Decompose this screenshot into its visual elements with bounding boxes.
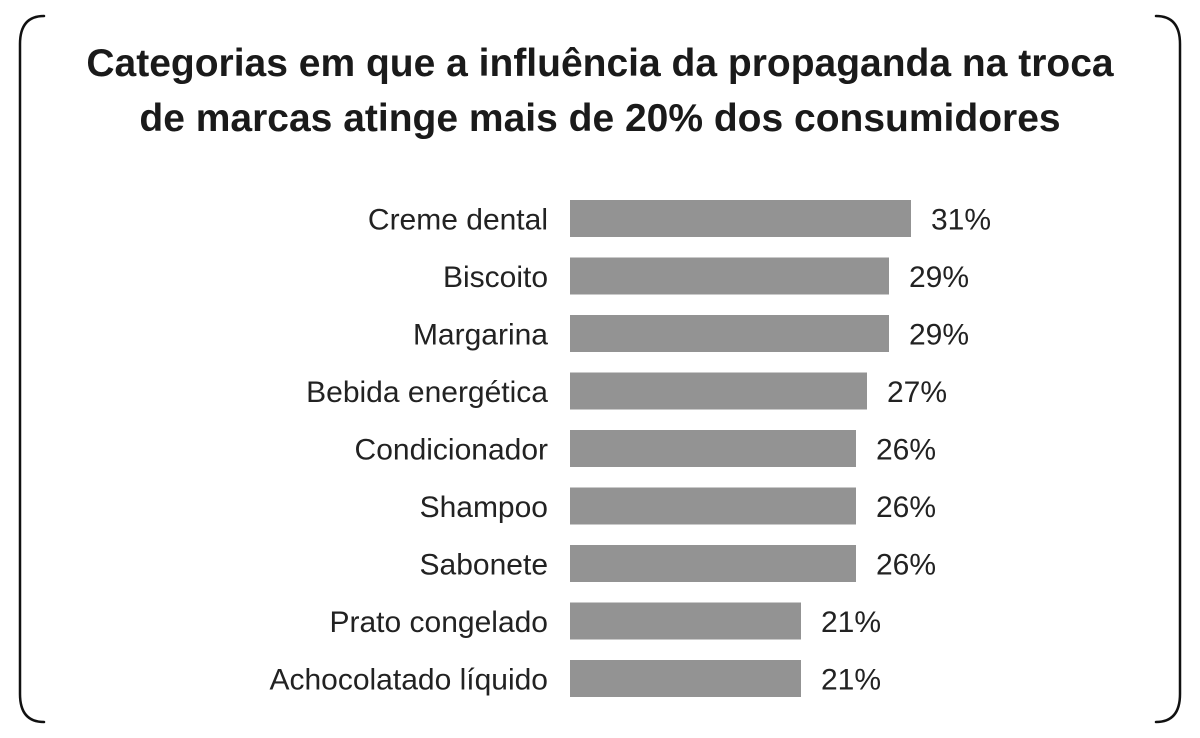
value-label: 27% <box>887 376 947 409</box>
category-label: Margarina <box>413 319 548 352</box>
bar <box>570 545 856 582</box>
bar <box>570 660 801 697</box>
category-label: Bebida energética <box>306 376 548 409</box>
category-label: Biscoito <box>443 261 548 294</box>
bar <box>570 372 867 410</box>
value-label: 29% <box>909 319 969 352</box>
category-label: Prato congelado <box>330 606 549 639</box>
bar <box>570 487 856 525</box>
left-bracket <box>18 14 46 724</box>
bar <box>570 430 856 467</box>
value-label: 26% <box>876 491 936 524</box>
value-label: 31% <box>931 204 991 237</box>
value-label: 21% <box>821 606 881 639</box>
value-label: 21% <box>821 664 881 697</box>
category-label: Sabonete <box>420 549 548 582</box>
bar <box>570 257 889 295</box>
chart-title: Categorias em que a influência da propag… <box>0 36 1200 146</box>
right-bracket <box>1154 14 1182 724</box>
bar <box>570 602 801 640</box>
category-label: Creme dental <box>368 204 548 237</box>
value-label: 26% <box>876 434 936 467</box>
chart-title-line-1: Categorias em que a influência da propag… <box>86 42 1114 85</box>
category-label: Achocolatado líquido <box>269 664 548 697</box>
bar <box>570 200 911 237</box>
value-label: 29% <box>909 261 969 294</box>
chart-title-line-2: de marcas atinge mais de 20% dos consumi… <box>139 97 1061 140</box>
category-label: Shampoo <box>420 491 548 524</box>
bar <box>570 315 889 352</box>
value-label: 26% <box>876 549 936 582</box>
category-label: Condicionador <box>355 434 548 467</box>
